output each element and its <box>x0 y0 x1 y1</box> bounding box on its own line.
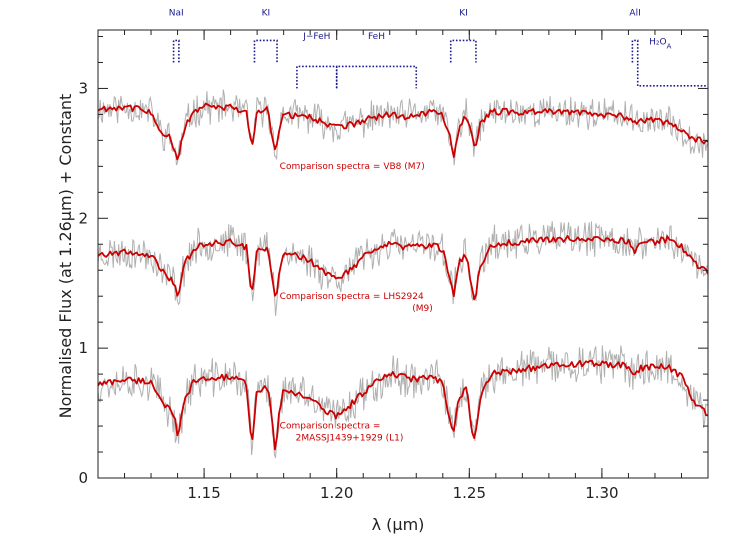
feature-bracket-4 <box>335 65 418 89</box>
observed-spectrum-1 <box>98 89 708 166</box>
feature-label-1: NaI <box>169 9 184 19</box>
feature-label-5: KI <box>459 9 468 19</box>
comparison-label-2-2: (M9) <box>412 304 433 314</box>
y-tick-label-1: 0 <box>78 469 88 487</box>
comparison-label-3-2: 2MASSJ1439+1929 (L1) <box>296 434 404 444</box>
feature-label-7: H₂OA <box>649 37 671 50</box>
comparison-label-3-1: Comparison spectra = <box>280 422 381 432</box>
comparison-spectrum-2 <box>98 235 708 301</box>
plot-frame <box>97 29 709 479</box>
x-tick-label-4: 1.30 <box>585 484 618 502</box>
feature-bracket-6 <box>631 39 639 63</box>
x-tick-label-1: 1.15 <box>187 484 220 502</box>
feature-bracket-2 <box>253 39 278 63</box>
comparison-spectra-group <box>98 102 708 451</box>
x-tick-label-2: 1.20 <box>320 484 353 502</box>
feature-bracket-1 <box>172 39 180 63</box>
feature-label-4: FeH <box>368 32 385 42</box>
axes-group: 1.15 1.20 1.25 1.30 0 1 2 3 <box>78 29 709 502</box>
feature-bracket-7 <box>636 63 708 87</box>
y-tick-label-3: 2 <box>78 209 88 227</box>
y-tick-label-2: 1 <box>78 339 88 357</box>
x-tick-label-3: 1.25 <box>453 484 486 502</box>
comparison-label-1-1: Comparison spectra = VB8 (M7) <box>280 162 425 172</box>
feature-bracket-3 <box>296 65 338 89</box>
comparison-spectrum-1 <box>98 102 708 161</box>
feature-markers-group: NaI KI J−FeH FeH KI AlI H₂OA <box>169 9 708 89</box>
observed-spectrum-3 <box>98 345 708 459</box>
x-axis-title: λ (μm) <box>372 515 425 534</box>
comparison-label-2-1: Comparison spectra = LHS2924 <box>280 292 424 302</box>
feature-label-6: AlI <box>629 9 640 19</box>
y-tick-label-4: 3 <box>78 79 88 97</box>
feature-label-3: J−FeH <box>302 32 330 42</box>
comparison-spectrum-3 <box>98 359 708 451</box>
feature-label-2: KI <box>262 9 271 19</box>
observed-spectra-group <box>98 89 708 459</box>
y-axis-title: Normalised Flux (at 1.26μm) + Constant <box>56 94 75 419</box>
feature-bracket-5 <box>449 39 477 63</box>
